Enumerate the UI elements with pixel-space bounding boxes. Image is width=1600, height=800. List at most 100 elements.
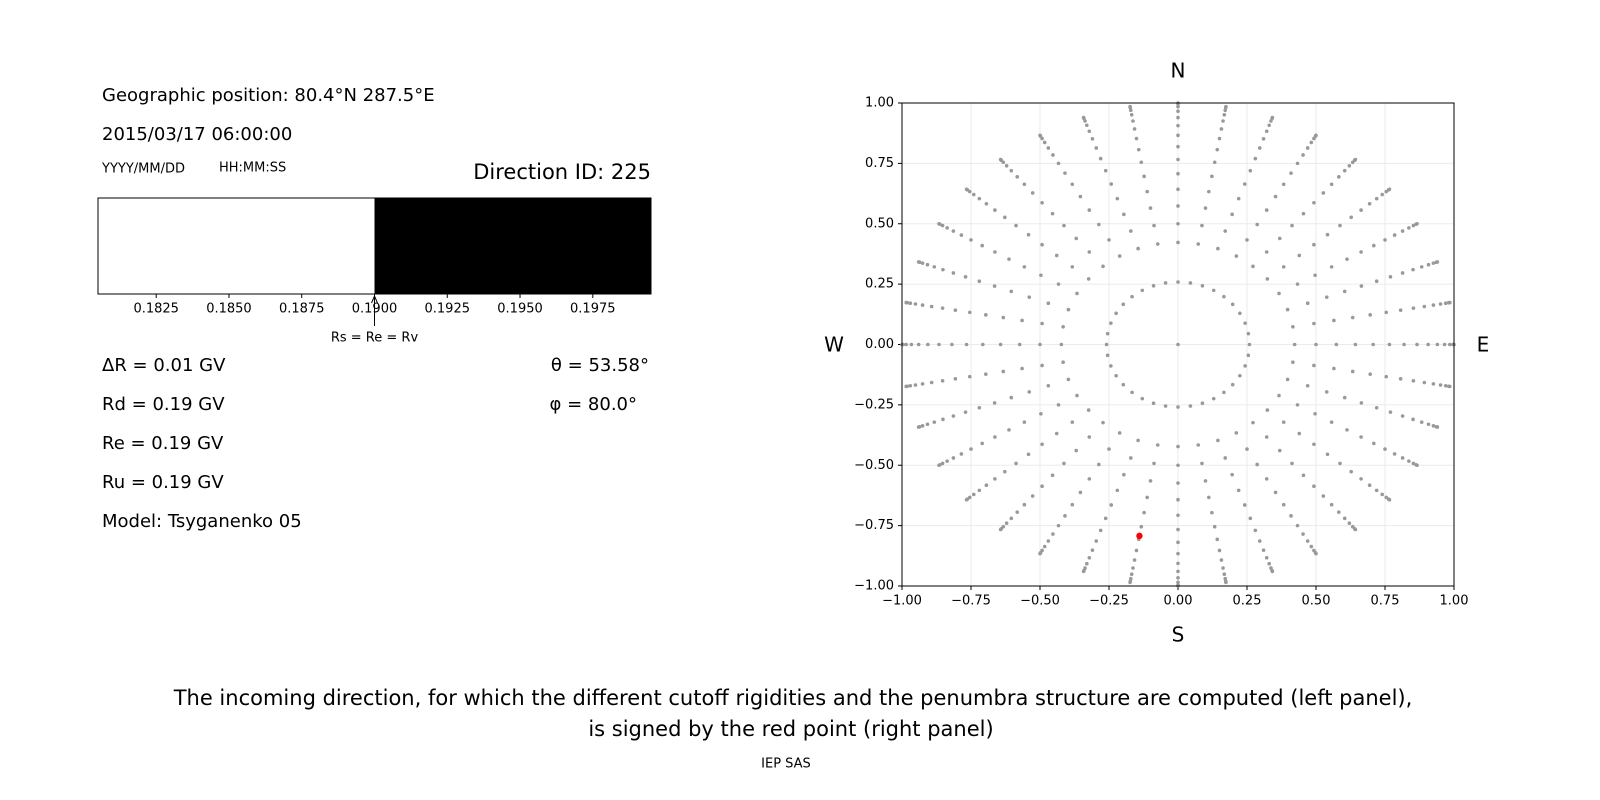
direction-point: [904, 384, 908, 389]
direction-point: [926, 342, 930, 347]
direction-point: [1176, 561, 1180, 566]
x-tick-label: −0.75: [951, 594, 991, 609]
direction-point: [1176, 157, 1180, 162]
direction-point: [1056, 161, 1061, 166]
direction-point: [963, 275, 968, 279]
direction-point: [1224, 104, 1228, 109]
direction-point: [909, 342, 914, 347]
direction-point: [1081, 115, 1086, 120]
direction-point: [1242, 503, 1247, 507]
direction-point: [940, 379, 945, 383]
direction-point: [925, 262, 930, 267]
direction-point: [1026, 232, 1031, 237]
direction-point: [967, 310, 972, 315]
direction-point: [1411, 267, 1415, 272]
direction-point: [1081, 569, 1086, 574]
datetime: 2015/03/17 06:00:00: [102, 124, 292, 145]
direction-point: [1419, 265, 1424, 269]
x-tick-label: 0.75: [1371, 594, 1400, 609]
time-format: HH:MM:SS: [219, 161, 286, 176]
direction-point: [1371, 243, 1376, 248]
direction-point: [1217, 136, 1222, 141]
direction-point: [1128, 104, 1132, 109]
direction-point: [1398, 308, 1403, 312]
direction-point: [1009, 395, 1014, 400]
direction-point: [1246, 331, 1251, 336]
direction-point: [1338, 223, 1342, 228]
direction-point: [1151, 283, 1156, 288]
direction-point: [1131, 119, 1135, 123]
direction-point: [1109, 321, 1113, 325]
direction-point: [1265, 277, 1270, 281]
direction-point: [1022, 502, 1027, 507]
direction-point: [1243, 364, 1247, 368]
x-tick-label: 0.50: [1302, 594, 1331, 609]
direction-point: [1448, 384, 1452, 389]
direction-point: [1314, 133, 1318, 138]
direction-point: [977, 405, 982, 410]
direction-point: [1062, 223, 1066, 228]
direction-point: [1087, 477, 1092, 481]
direction-point: [1038, 133, 1042, 138]
direction-point: [1066, 307, 1071, 312]
direction-point: [1090, 548, 1095, 552]
direction-point: [1431, 382, 1436, 386]
direction-point: [1295, 523, 1300, 528]
direction-point: [1313, 411, 1317, 416]
direction-point: [932, 420, 937, 424]
direction-point: [1022, 265, 1027, 269]
direction-point: [1312, 321, 1316, 326]
direction-point: [1223, 576, 1227, 581]
direction-point: [1176, 444, 1180, 449]
direction-point: [1243, 321, 1247, 325]
direction-point: [1422, 380, 1427, 385]
direction-point: [1061, 360, 1065, 365]
direction-point: [1435, 425, 1440, 429]
direction-point: [1004, 521, 1009, 525]
direction-point: [1094, 146, 1099, 150]
direction-point: [1200, 223, 1204, 228]
direction-point: [1056, 403, 1061, 407]
direction-point: [1273, 194, 1278, 199]
direction-point: [1040, 242, 1044, 247]
direction-point: [1324, 295, 1329, 299]
direction-point: [1114, 311, 1118, 316]
direction-point: [1273, 490, 1278, 495]
direction-point: [1203, 479, 1208, 483]
direction-point: [908, 301, 913, 306]
direction-point: [1134, 548, 1139, 553]
direction-point: [1163, 281, 1168, 285]
direction-point: [916, 260, 921, 264]
direction-point: [971, 192, 976, 197]
direction-point: [1061, 324, 1065, 329]
direction-point: [963, 410, 968, 414]
direction-point: [1176, 221, 1180, 226]
direction-point: [1415, 342, 1419, 347]
y-tick-label: −0.75: [854, 518, 894, 533]
direction-point: [1264, 477, 1269, 481]
direction-point: [1056, 282, 1061, 286]
direction-point: [1411, 461, 1416, 466]
direction-point: [1105, 331, 1110, 336]
direction-point: [1176, 463, 1180, 468]
direction-point: [1345, 257, 1349, 261]
direction-point: [1253, 528, 1258, 533]
direction-point: [1022, 182, 1027, 187]
direction-point: [1312, 484, 1316, 489]
direction-point: [1176, 540, 1180, 545]
direction-point: [1020, 318, 1024, 323]
direction-point: [1087, 250, 1092, 254]
direction-point: [1087, 435, 1092, 439]
direction-point: [1040, 200, 1044, 205]
direction-point: [1223, 456, 1227, 460]
direction-point: [1247, 342, 1252, 347]
direction-point: [998, 342, 1003, 347]
direction-point: [1212, 160, 1217, 165]
direction-point: [1207, 189, 1211, 194]
compass-west: W: [824, 333, 844, 357]
direction-point: [1001, 315, 1006, 320]
direction-point: [1122, 472, 1126, 477]
direction-point: [1251, 420, 1255, 425]
direction-point: [1176, 580, 1180, 585]
direction-point: [1027, 390, 1032, 394]
